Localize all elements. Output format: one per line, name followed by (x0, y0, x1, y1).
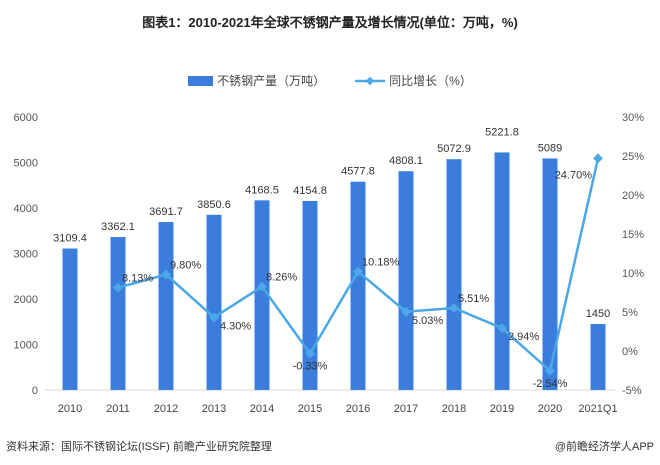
line-point-marker (449, 303, 459, 313)
x-tick-label: 2016 (346, 403, 370, 415)
line-point-marker (305, 348, 315, 359)
bar (302, 200, 318, 390)
y-right-tick-label: 25% (622, 151, 644, 163)
line-data-label: -0.33% (293, 361, 328, 373)
bar-data-label: 5072.9 (437, 143, 471, 155)
line-data-label: 9.80% (170, 260, 201, 272)
x-tick-label: 2018 (442, 403, 466, 415)
bar-data-label: 5221.8 (485, 126, 519, 138)
bar (350, 181, 366, 390)
legend-item-growth: 同比增长（%） (355, 72, 472, 89)
y-left-tick-label: 2000 (14, 294, 38, 306)
credit: @前瞻经济学人APP (554, 441, 654, 453)
legend-line-swatch (355, 76, 386, 85)
bar (110, 237, 126, 390)
bar-data-label: 1450 (586, 308, 610, 320)
y-left-tick-label: 6000 (14, 112, 38, 124)
x-tick-label: 2021Q1 (578, 403, 617, 415)
line-point-marker (545, 365, 555, 376)
x-tick-label: 2010 (58, 403, 82, 415)
line-data-label: 10.18% (362, 257, 400, 269)
bar (494, 152, 510, 390)
bar (542, 158, 558, 390)
line-data-label: 8.26% (266, 272, 297, 284)
y-left-tick-label: 0 (32, 385, 38, 397)
x-tick-label: 2019 (490, 403, 514, 415)
line-data-label: 4.30% (220, 320, 251, 332)
line-data-label: -2.54% (533, 378, 568, 390)
line-data-label: 8.13% (122, 273, 153, 285)
line-point-marker (161, 269, 171, 280)
chart-title: 图表1：2010-2021年全球不锈钢产量及增长情况(单位：万吨，%) (142, 15, 518, 30)
bar-data-label: 4168.5 (245, 184, 279, 196)
legend-bar-swatch (188, 75, 214, 86)
bar-data-label: 4154.8 (293, 185, 327, 197)
line-point-marker (401, 306, 411, 317)
source-note: 资料来源：国际不锈钢论坛(ISSF) 前瞻产业研究院整理 (6, 441, 272, 453)
y-left-tick-label: 3000 (14, 249, 38, 261)
x-tick-label: 2015 (298, 403, 322, 415)
x-tick-label: 2017 (394, 403, 418, 415)
y-left-tick-label: 5000 (14, 158, 38, 170)
legend-item-production: 不锈钢产量（万吨） (188, 72, 325, 89)
x-tick-label: 2011 (106, 403, 130, 415)
y-right-tick-label: -5% (622, 385, 642, 397)
y-right-tick-label: 0% (622, 346, 638, 358)
bar (398, 171, 414, 390)
line-data-label: 2.94% (508, 331, 539, 343)
line-point-marker (209, 312, 219, 323)
bar-data-label: 4577.8 (341, 166, 375, 178)
x-tick-label: 2012 (154, 403, 178, 415)
legend-label: 同比增长（%） (389, 74, 472, 88)
y-right-tick-label: 20% (622, 190, 644, 202)
y-left-tick-label: 4000 (14, 203, 38, 215)
bar (590, 324, 606, 390)
line-point-marker (497, 323, 507, 334)
y-right-tick-label: 5% (622, 307, 638, 319)
y-right-tick-label: 15% (622, 229, 644, 241)
legend-label: 不锈钢产量（万吨） (217, 74, 326, 88)
bar (446, 159, 462, 390)
x-tick-label: 2014 (250, 403, 274, 415)
line-point-marker (353, 266, 363, 277)
bar-data-label: 3362.1 (101, 221, 135, 233)
bar-data-label: 3850.6 (197, 199, 231, 211)
bar (254, 200, 270, 390)
bar-data-label: 4808.1 (389, 155, 423, 167)
y-right-tick-label: 30% (622, 112, 644, 124)
bar (62, 248, 78, 390)
line-data-label: 24.70% (555, 169, 593, 181)
bar-data-label: 3691.7 (149, 206, 183, 218)
line-data-label: 5.03% (412, 315, 443, 327)
bar (206, 214, 222, 390)
line-data-label: 5.51% (458, 293, 489, 305)
line-point-marker (593, 153, 603, 164)
y-right-tick-label: 10% (622, 268, 644, 280)
bar (158, 222, 174, 390)
legend: 不锈钢产量（万吨） 同比增长（%） (0, 72, 660, 89)
x-tick-label: 2013 (202, 403, 226, 415)
bar-data-label: 5089 (538, 142, 562, 154)
x-tick-label: 2020 (538, 403, 562, 415)
bar-data-label: 3109.4 (53, 233, 87, 245)
line-point-marker (257, 281, 267, 292)
y-left-tick-label: 1000 (14, 340, 38, 352)
